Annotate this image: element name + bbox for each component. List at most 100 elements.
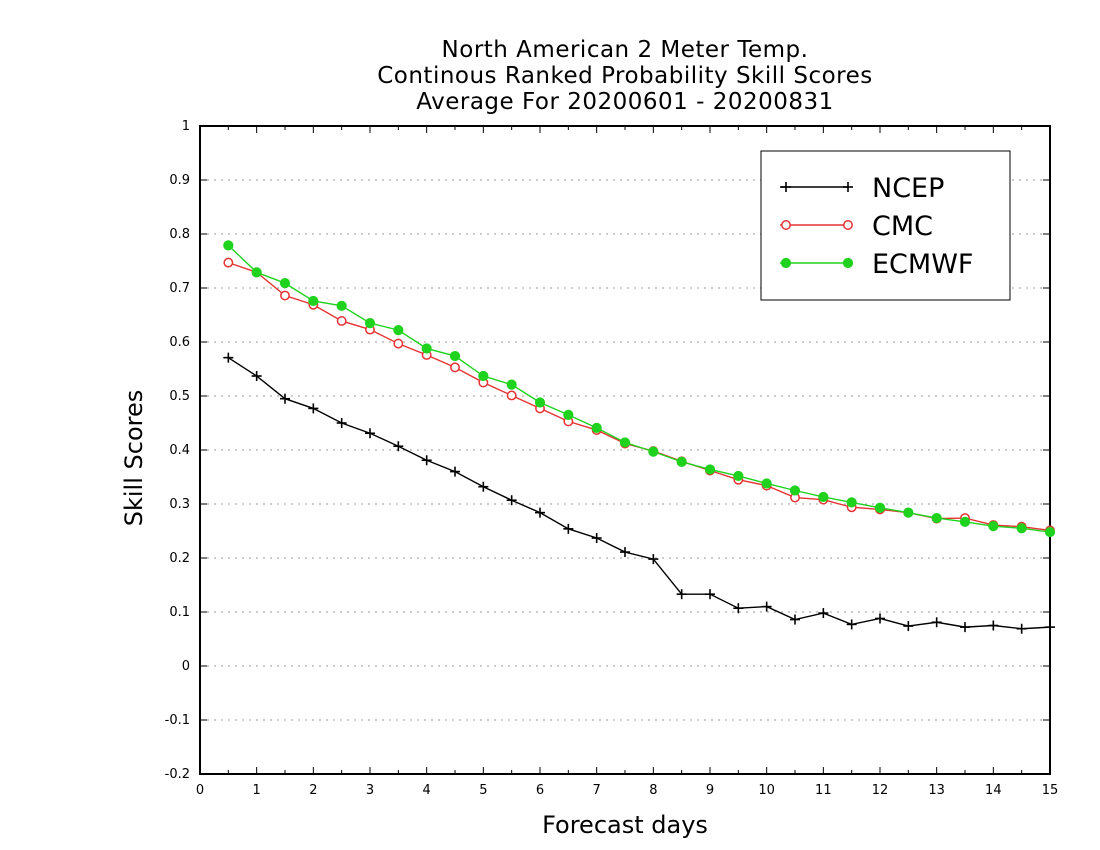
data-point-ncep [931,617,942,628]
legend-label-ncep: NCEP [872,173,944,204]
data-point-ecmwf [846,497,857,508]
y-tick-label: 0 [182,659,190,674]
y-tick-label: -0.2 [165,767,190,782]
x-tick-label: 8 [649,783,657,798]
data-point-ecmwf [421,343,432,354]
data-point-cmc [506,390,517,401]
series-line-ncep [227,357,1051,630]
x-tick-label: 10 [758,783,775,798]
x-tick-label: 15 [1042,783,1059,798]
data-point-ncep [676,589,687,600]
data-point-ecmwf [931,512,942,524]
data-point-ncep [875,613,885,624]
series-layer [223,240,1056,634]
data-point-ecmwf [534,397,546,408]
data-point-cmc [393,338,404,349]
data-point-ecmwf [704,464,716,475]
data-point-cmc [223,257,234,268]
data-point-ncep [1045,622,1055,633]
data-point-ncep [563,523,574,534]
chart-title-line-3: Average For 20200601 - 20200831 [416,89,834,115]
chart-title-line-2: Continous Ranked Probability Skill Score… [377,63,873,89]
legend-label-ecmwf: ECMWF [872,249,973,280]
data-point-ecmwf [336,300,347,311]
data-point-ncep [790,614,800,625]
legend-marker-ecmwf [780,257,792,269]
y-axis-title: Skill Scores [120,390,148,527]
data-point-ecmwf [761,478,772,489]
data-point-cmc [450,362,460,373]
data-point-ecmwf [506,379,517,390]
data-point-ecmwf [874,502,886,513]
data-point-ecmwf [478,370,489,382]
x-tick-label: 3 [366,783,374,798]
data-point-ncep [818,608,829,619]
legend-marker-cmc [843,220,853,230]
data-point-ecmwf [223,240,234,251]
legend-marker-ecmwf [842,257,854,269]
y-tick-label: -0.1 [165,713,190,728]
data-point-ecmwf [818,491,829,503]
y-tick-label: 0.4 [169,443,190,458]
data-point-ncep [705,589,715,600]
data-point-ncep [733,603,744,614]
data-point-ecmwf [903,507,914,518]
data-point-ncep [960,622,970,633]
y-tick-label: 0.2 [169,551,190,566]
legend-item-ncep: NCEP [780,173,944,204]
x-tick-label: 2 [309,783,317,798]
chart-title-line-1: North American 2 Meter Temp. [441,37,809,63]
legend-label-cmc: CMC [872,211,933,242]
data-point-ncep [450,466,460,477]
data-point-ncep [988,620,999,631]
legend-marker-ncep [843,182,853,192]
axis-ticks: -0.2-0.100.10.20.30.40.50.60.70.80.910 1 2… [165,119,1059,798]
data-point-ncep [223,352,234,363]
data-point-ncep [421,455,432,466]
data-point-ecmwf [619,437,631,448]
data-point-ncep [903,621,914,632]
legend: NCEP CMC ECMWF [760,150,1011,301]
y-tick-label: 0.3 [169,497,190,512]
data-point-ecmwf [648,446,659,457]
y-tick-label: 1 [182,119,190,134]
data-point-ecmwf [733,470,744,482]
data-point-ncep [1016,623,1027,634]
data-point-ncep [620,547,630,558]
data-point-cmc [336,315,347,326]
x-tick-label: 11 [815,783,832,798]
data-point-ncep [251,371,262,382]
legend-item-cmc: CMC [780,211,933,242]
x-tick-label: 12 [872,783,889,798]
data-point-ecmwf [1044,526,1056,538]
data-point-ncep [591,533,602,544]
y-tick-label: 0.1 [169,605,190,620]
data-point-ncep [506,495,517,506]
data-point-ecmwf [1016,523,1027,534]
y-tick-label: 0.7 [169,281,190,296]
data-point-ecmwf [393,325,404,336]
series-ecmwf [223,240,1056,538]
data-point-ncep [365,428,375,439]
x-tick-label: 7 [593,783,601,798]
data-point-ecmwf [676,456,687,467]
data-point-ecmwf [563,409,574,420]
x-tick-label: 1 [253,783,261,798]
data-point-ecmwf [988,521,999,532]
data-point-ncep [393,441,404,452]
series-line-cmc [228,261,1051,532]
data-point-cmc [280,290,290,301]
data-point-ncep [761,601,772,612]
data-point-ncep [648,554,659,565]
legend-item-ecmwf: ECMWF [780,249,973,280]
data-point-ecmwf [591,422,602,433]
x-tick-label: 5 [479,783,487,798]
x-tick-label: 9 [706,783,714,798]
data-point-ecmwf [251,267,262,278]
data-point-ecmwf [364,318,376,329]
data-point-ncep [280,393,290,404]
y-tick-label: 0.8 [169,227,190,242]
x-tick-label: 0 [196,783,204,798]
data-point-ncep [336,418,347,428]
